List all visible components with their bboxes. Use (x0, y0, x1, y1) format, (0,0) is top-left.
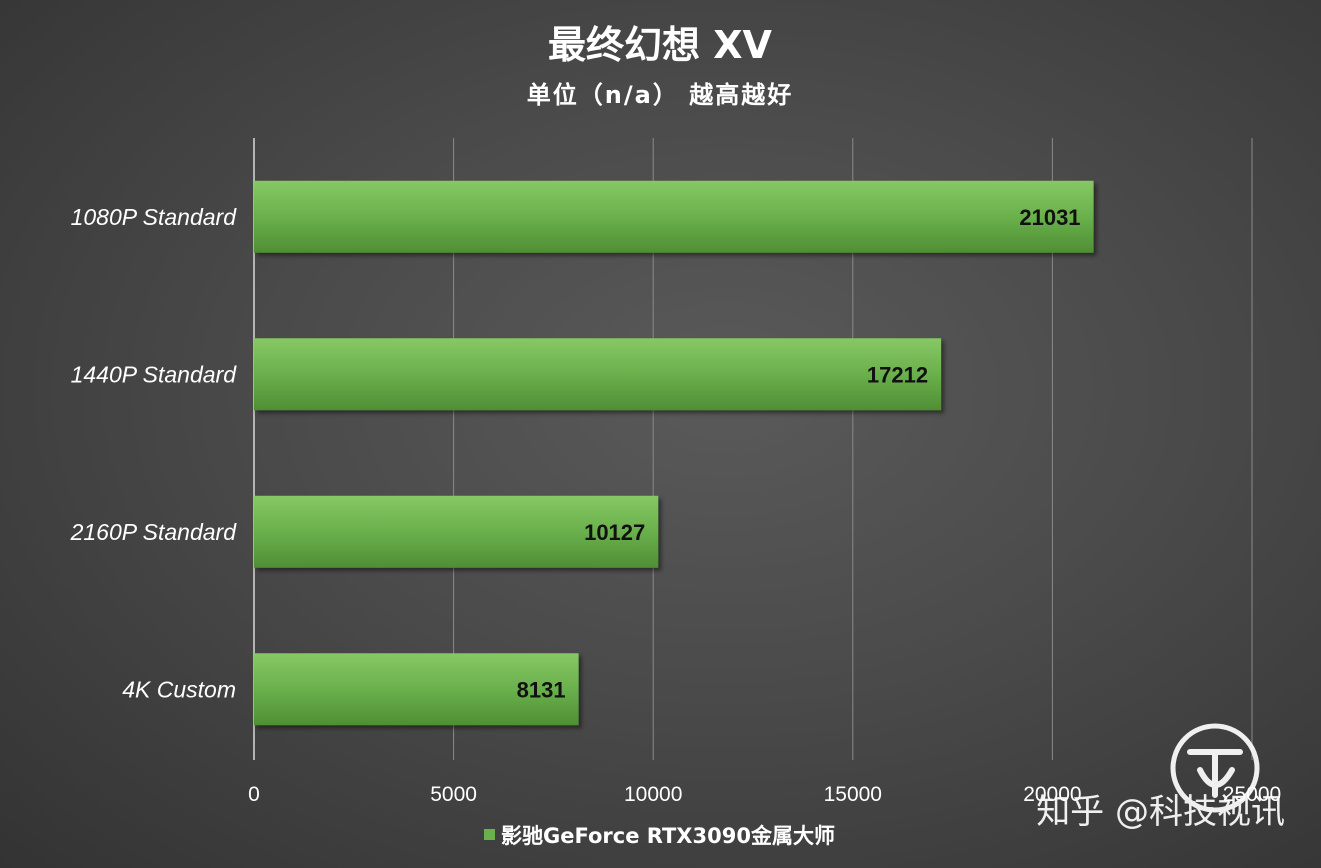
x-tick-label: 20000 (1023, 783, 1081, 806)
watermark-logo-icon (1170, 723, 1260, 813)
bar (254, 495, 659, 568)
data-label: 21031 (1019, 205, 1080, 230)
x-tick-label: 15000 (824, 783, 882, 806)
chart-subtitle: 单位（n/a） 越高越好 (527, 81, 793, 109)
x-tick-label: 10000 (624, 783, 682, 806)
chart-title: 最终幻想 XV (548, 23, 773, 67)
x-tick-labels: 0 5000 10000 15000 20000 25000 (248, 783, 1281, 806)
watermark: 知乎 @科技视讯 (1036, 723, 1285, 832)
x-tick-label: 0 (248, 783, 260, 806)
bar (254, 180, 1094, 253)
category-labels: 1080P Standard 1440P Standard 2160P Standa… (70, 204, 238, 703)
category-label: 1440P Standard (71, 361, 238, 387)
data-label: 17212 (867, 362, 928, 387)
x-tick-label: 25000 (1223, 783, 1281, 806)
watermark-logo-mark-icon (1187, 749, 1243, 798)
category-label: 1080P Standard (71, 204, 238, 230)
legend: 影驰GeForce RTX3090金属大师 (484, 824, 835, 848)
data-label: 10127 (584, 520, 645, 545)
legend-label: 影驰GeForce RTX3090金属大师 (501, 824, 835, 848)
x-tick-label: 5000 (430, 783, 477, 806)
bars-group: 21031 17212 10127 8131 (254, 180, 1094, 726)
data-label: 8131 (517, 677, 566, 702)
category-label: 4K Custom (122, 676, 236, 702)
category-label: 2160P Standard (70, 519, 238, 545)
bar (254, 338, 942, 411)
watermark-text: 知乎 @科技视讯 (1036, 792, 1285, 832)
legend-swatch (484, 829, 495, 840)
bar (254, 653, 579, 726)
